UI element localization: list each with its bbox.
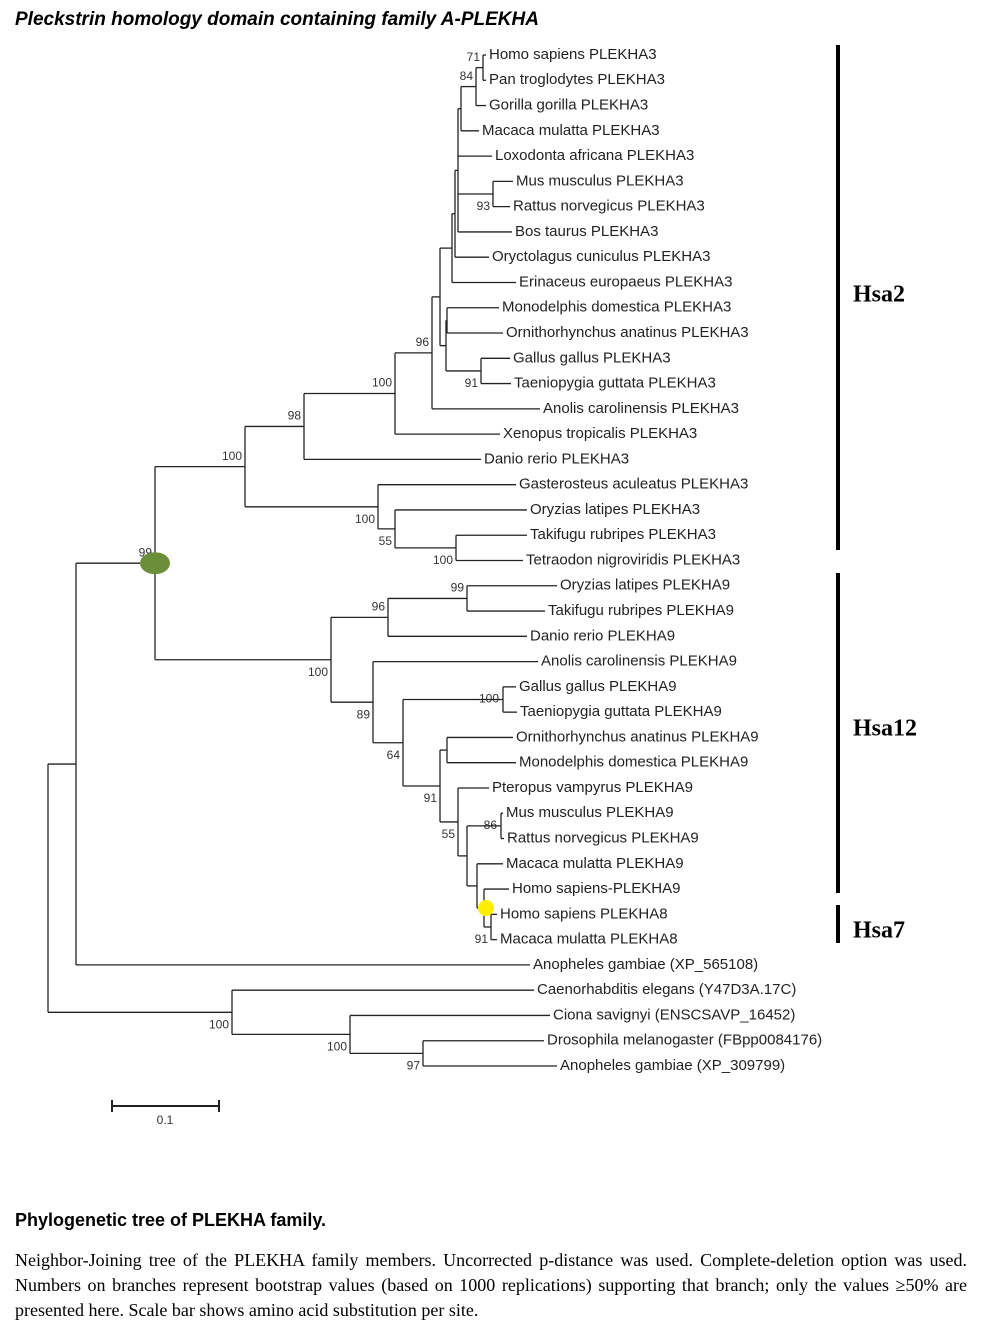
leaf-label: Erinaceus europaeus PLEKHA3 (519, 273, 732, 290)
bootstrap-label: 100 (433, 553, 453, 567)
leaf-label: Ornithorhynchus anatinus PLEKHA9 (516, 728, 759, 745)
leaf-label: Oryzias latipes PLEKHA3 (530, 501, 700, 518)
bootstrap-label: 97 (407, 1059, 421, 1073)
leaf-label: Mus musculus PLEKHA9 (506, 804, 674, 821)
leaf-label: Caenorhabditis elegans (Y47D3A.17C) (537, 981, 796, 998)
bootstrap-label: 100 (209, 1017, 229, 1031)
leaf-label: Gallus gallus PLEKHA3 (513, 349, 671, 366)
bootstrap-label: 89 (357, 707, 371, 721)
leaf-label: Pteropus vampyrus PLEKHA9 (492, 779, 693, 796)
figure-title: Pleckstrin homology domain containing fa… (15, 9, 539, 30)
leaf-label: Monodelphis domestica PLEKHA9 (519, 754, 748, 771)
bootstrap-label: 91 (465, 376, 479, 390)
bootstrap-label: 96 (372, 600, 386, 614)
bootstrap-label: 100 (308, 665, 328, 679)
leaf-label: Gorilla gorilla PLEKHA3 (489, 97, 648, 114)
leaf-label: Macaca mulatta PLEKHA3 (482, 122, 660, 139)
leaf-label: Taeniopygia guttata PLEKHA9 (520, 703, 722, 720)
clade-label: Hsa7 (853, 918, 905, 944)
bootstrap-label: 93 (477, 199, 491, 213)
bootstrap-label: 100 (479, 692, 499, 706)
node-marker (140, 552, 170, 575)
leaf-label: Xenopus tropicalis PLEKHA3 (503, 425, 697, 442)
bootstrap-label: 100 (327, 1040, 347, 1054)
bootstrap-label: 84 (460, 69, 474, 83)
leaf-label: Rattus norvegicus PLEKHA3 (513, 198, 705, 215)
leaf-label: Rattus norvegicus PLEKHA9 (507, 829, 699, 846)
leaf-label: Takifugu rubripes PLEKHA3 (530, 526, 716, 543)
leaf-label: Gasterosteus aculeatus PLEKHA3 (519, 476, 748, 493)
leaf-label: Danio rerio PLEKHA3 (484, 450, 629, 467)
bootstrap-label: 98 (288, 409, 302, 423)
leaf-label: Macaca mulatta PLEKHA8 (500, 931, 678, 948)
bootstrap-label: 96 (416, 335, 430, 349)
leaf-label: Oryctolagus cuniculus PLEKHA3 (492, 248, 710, 265)
leaf-label: Tetraodon nigroviridis PLEKHA3 (526, 551, 740, 568)
leaf-label: Drosophila melanogaster (FBpp0084176) (547, 1032, 822, 1049)
clade-label: Hsa12 (853, 716, 917, 742)
leaf-label: Anopheles gambiae (XP_565108) (533, 956, 758, 973)
leaf-label: Anopheles gambiae (XP_309799) (560, 1057, 785, 1074)
leaf-label: Homo sapiens PLEKHA8 (500, 905, 668, 922)
bootstrap-label: 55 (442, 827, 456, 841)
leaf-label: Loxodonta africana PLEKHA3 (495, 147, 694, 164)
leaf-label: Oryzias latipes PLEKHA9 (560, 577, 730, 594)
leaf-label: Bos taurus PLEKHA3 (515, 223, 658, 240)
leaf-label: Ornithorhynchus anatinus PLEKHA3 (506, 324, 749, 341)
scale-label: 0.1 (157, 1113, 174, 1127)
bootstrap-label: 99 (451, 581, 465, 595)
leaf-label: Pan troglodytes PLEKHA3 (489, 71, 665, 88)
leaf-label: Gallus gallus PLEKHA9 (519, 678, 677, 695)
clade-label: Hsa2 (853, 282, 905, 308)
leaf-label: Takifugu rubripes PLEKHA9 (548, 602, 734, 619)
leaf-label: Homo sapiens PLEKHA3 (489, 46, 657, 63)
leaf-label: Monodelphis domestica PLEKHA3 (502, 299, 731, 316)
bootstrap-label: 71 (467, 50, 481, 64)
caption-text: Neighbor-Joining tree of the PLEKHA fami… (15, 1250, 967, 1320)
bootstrap-label: 100 (355, 512, 375, 526)
leaf-label: Anolis carolinensis PLEKHA9 (541, 653, 737, 670)
leaf-label: Homo sapiens-PLEKHA9 (512, 880, 680, 897)
leaf-label: Anolis carolinensis PLEKHA3 (543, 400, 739, 417)
bootstrap-label: 100 (372, 376, 392, 390)
leaf-label: Mus musculus PLEKHA3 (516, 172, 684, 189)
bootstrap-label: 91 (475, 932, 489, 946)
leaf-label: Danio rerio PLEKHA9 (530, 627, 675, 644)
bootstrap-label: 64 (387, 748, 401, 762)
leaf-label: Macaca mulatta PLEKHA9 (506, 855, 684, 872)
leaf-label: Ciona savignyi (ENSCSAVP_16452) (553, 1006, 795, 1023)
tree-figure: Pleckstrin homology domain containing fa… (15, 9, 917, 1127)
caption-heading: Phylogenetic tree of PLEKHA family. (15, 1210, 327, 1230)
bootstrap-label: 86 (484, 818, 498, 832)
node-marker (478, 900, 494, 917)
bootstrap-label: 55 (379, 534, 393, 548)
bootstrap-label: 91 (424, 791, 438, 805)
bootstrap-label: 100 (222, 449, 242, 463)
leaf-label: Taeniopygia guttata PLEKHA3 (514, 375, 716, 392)
